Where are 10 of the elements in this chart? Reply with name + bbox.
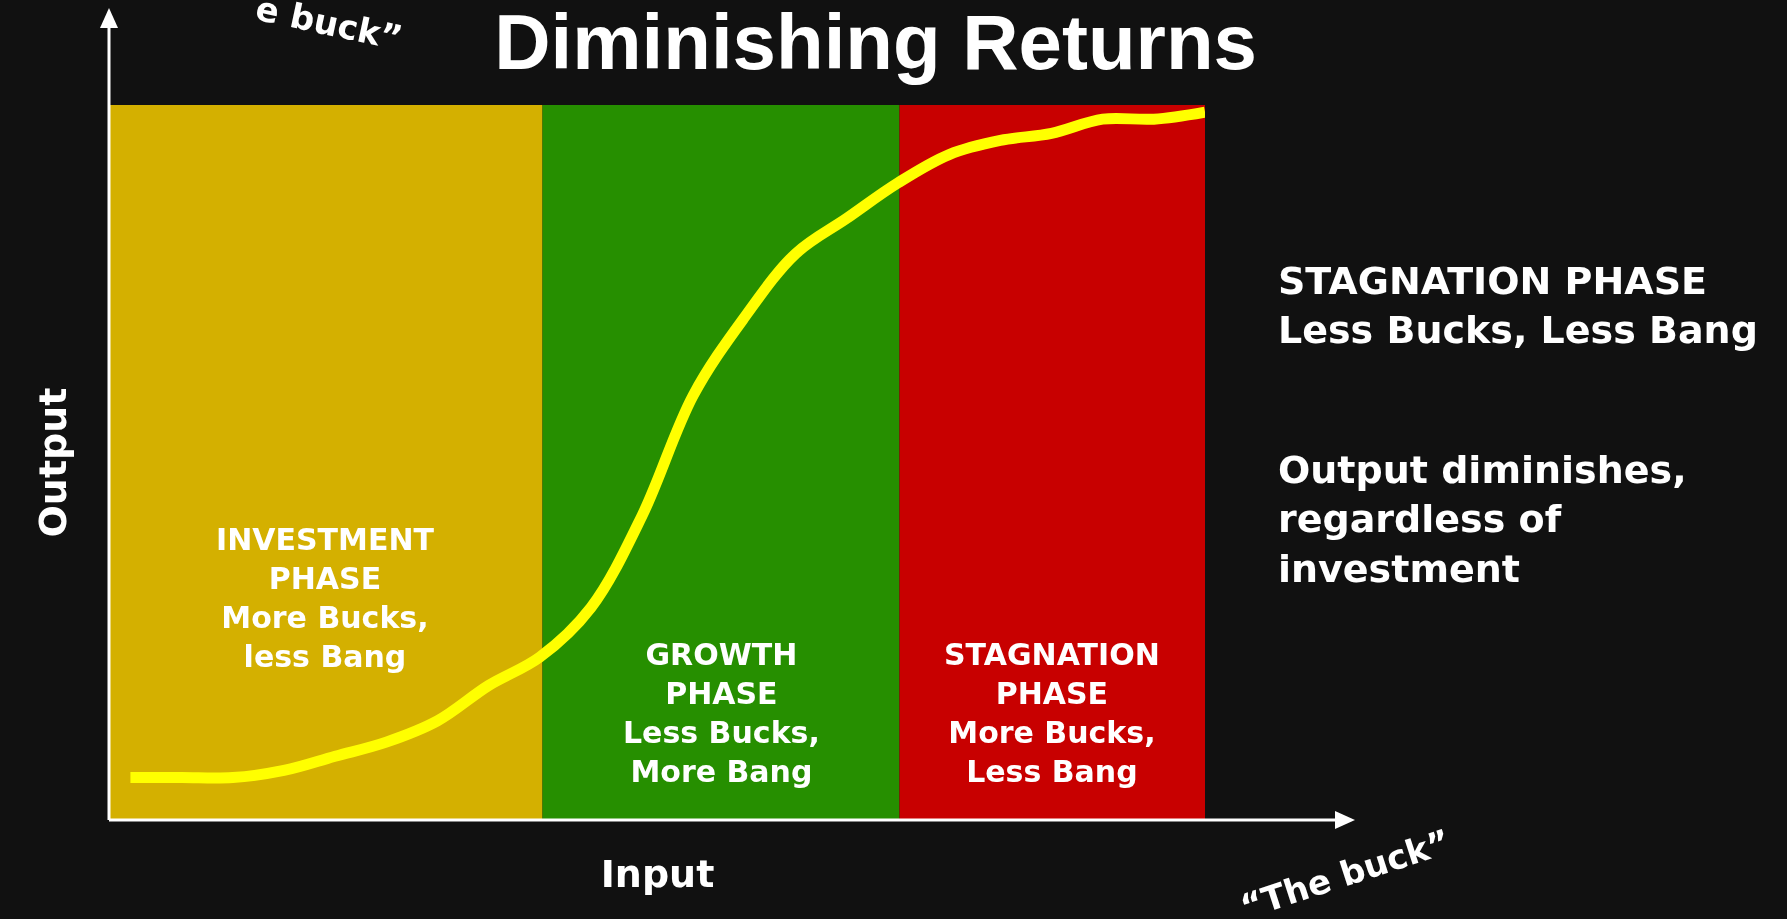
annotation: GROWTH PHASE Less Bucks, More Bang — [623, 637, 820, 789]
annotation: INVESTMENT PHASE More Bucks, less Bang — [216, 522, 435, 674]
text: e buck” — [252, 0, 407, 59]
text: “The buck” — [1235, 821, 1456, 919]
text: STAGNATION PHASE Less Bucks, Less Bang — [1278, 259, 1758, 353]
chart-title: Diminishing Returns — [494, 0, 1257, 86]
x-axis-title: Input — [600, 852, 715, 897]
annotation: STAGNATION PHASE More Bucks, Less Bang — [944, 637, 1160, 789]
text: Output diminishes, regardless of investment — [1278, 448, 1687, 591]
y-axis-title: Output — [31, 387, 76, 538]
